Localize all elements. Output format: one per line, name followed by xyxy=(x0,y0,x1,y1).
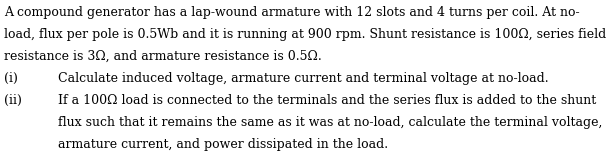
Text: resistance is 3Ω, and armature resistance is 0.5Ω.: resistance is 3Ω, and armature resistanc… xyxy=(4,50,322,63)
Text: flux such that it remains the same as it was at no-load, calculate the terminal : flux such that it remains the same as it… xyxy=(58,116,602,129)
Text: Calculate induced voltage, armature current and terminal voltage at no-load.: Calculate induced voltage, armature curr… xyxy=(58,72,549,85)
Text: A compound generator has a lap-wound armature with 12 slots and 4 turns per coil: A compound generator has a lap-wound arm… xyxy=(4,6,580,19)
Text: If a 100Ω load is connected to the terminals and the series flux is added to the: If a 100Ω load is connected to the termi… xyxy=(58,94,596,107)
Text: (i): (i) xyxy=(4,72,18,85)
Text: (ii): (ii) xyxy=(4,94,22,107)
Text: armature current, and power dissipated in the load.: armature current, and power dissipated i… xyxy=(58,138,388,151)
Text: load, flux per pole is 0.5Wb and it is running at 900 rpm. Shunt resistance is 1: load, flux per pole is 0.5Wb and it is r… xyxy=(4,28,606,41)
